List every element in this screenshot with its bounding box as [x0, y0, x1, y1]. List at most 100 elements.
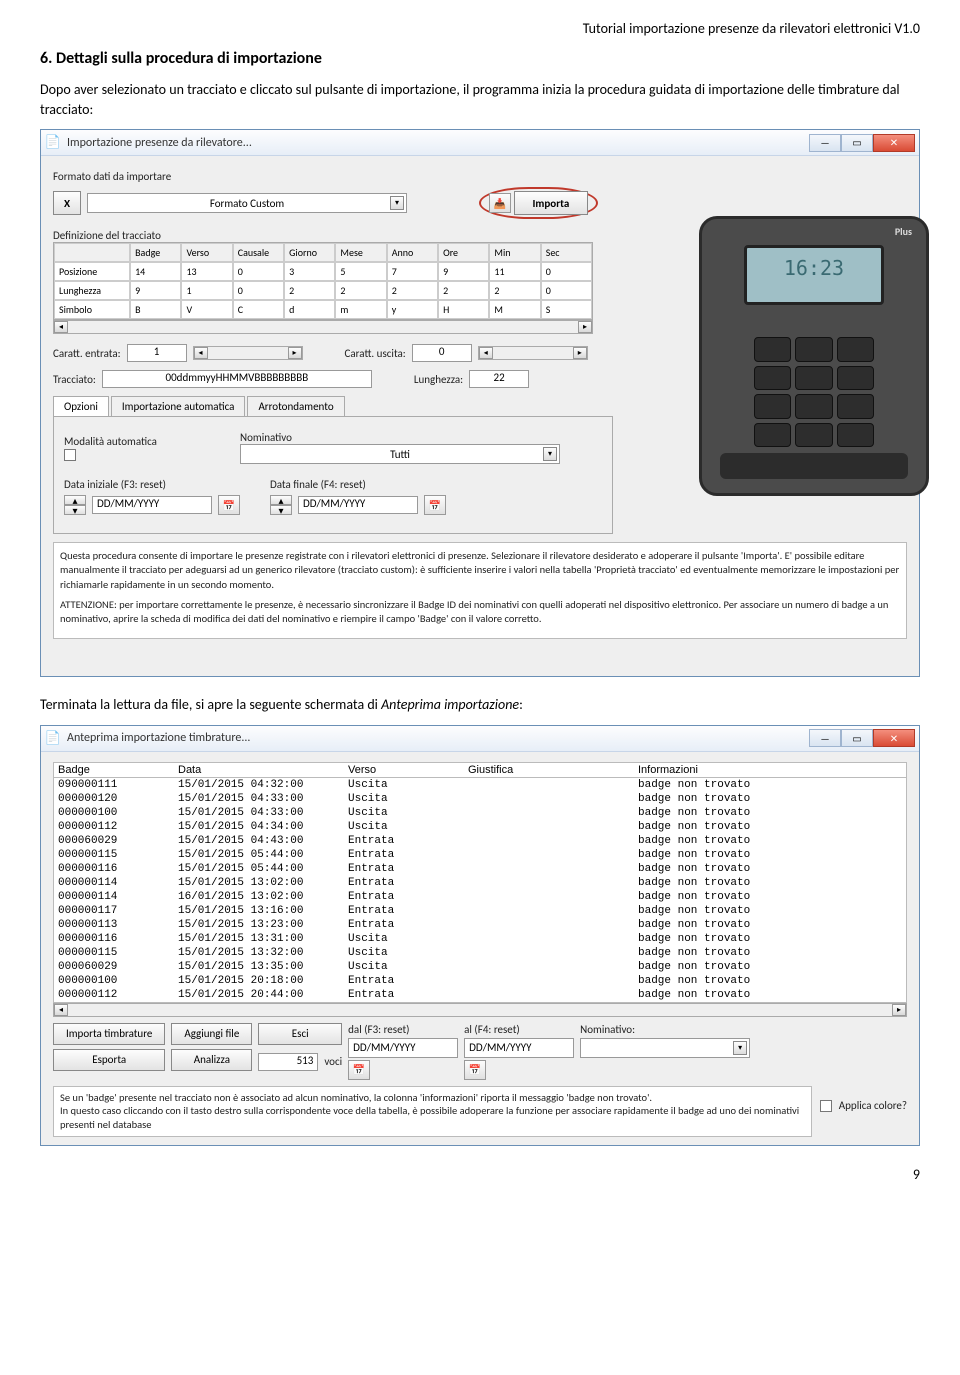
- data-finale-input[interactable]: DD/MM/YYYY: [298, 496, 418, 514]
- grid-cell[interactable]: 9: [438, 262, 489, 281]
- col-badge[interactable]: Badge: [54, 763, 174, 777]
- grid-cell[interactable]: B: [130, 300, 181, 319]
- spin-down-icon[interactable]: ▾: [270, 505, 292, 515]
- importa-timbrature-button[interactable]: Importa timbrature: [53, 1023, 165, 1045]
- table-row[interactable]: 00000011315/01/2015 13:23:00Entratabadge…: [54, 918, 906, 932]
- table-row[interactable]: 00000011215/01/2015 04:34:00Uscitabadge …: [54, 820, 906, 834]
- grid-cell[interactable]: S: [541, 300, 592, 319]
- minimize-button[interactable]: —: [809, 134, 841, 152]
- grid-cell[interactable]: 3: [284, 262, 335, 281]
- grid-cell[interactable]: C: [233, 300, 284, 319]
- grid-cell[interactable]: 2: [438, 281, 489, 300]
- grid-cell[interactable]: 5: [335, 262, 386, 281]
- minimize-button[interactable]: —: [809, 729, 841, 747]
- grid-cell[interactable]: 11: [489, 262, 540, 281]
- table-row[interactable]: 00000011416/01/2015 13:02:00Entratabadge…: [54, 890, 906, 904]
- tab-opzioni[interactable]: Opzioni: [53, 396, 109, 416]
- table-row[interactable]: 00000010015/01/2015 20:18:00Entratabadge…: [54, 974, 906, 988]
- nominativo-dropdown[interactable]: ▾: [580, 1038, 750, 1058]
- close-button[interactable]: ✕: [873, 729, 915, 747]
- data-iniziale-input[interactable]: DD/MM/YYYY: [92, 496, 212, 514]
- grid-cell[interactable]: 2: [489, 281, 540, 300]
- applica-colore-checkbox[interactable]: [820, 1100, 832, 1112]
- table-row[interactable]: 00000011515/01/2015 13:32:00Uscitabadge …: [54, 946, 906, 960]
- calendar-icon[interactable]: 📅: [348, 1060, 370, 1080]
- window-icon: 📄: [45, 135, 61, 151]
- table-cell: [464, 932, 634, 946]
- maximize-button[interactable]: ▭: [841, 729, 873, 747]
- tab-importazione-auto[interactable]: Importazione automatica: [111, 396, 246, 416]
- table-cell: badge non trovato: [634, 876, 906, 890]
- table-cell: 000000113: [54, 918, 174, 932]
- grid-cell[interactable]: y: [387, 300, 438, 319]
- scroll-right-icon[interactable]: ▸: [578, 321, 592, 333]
- esporta-button[interactable]: Esporta: [53, 1049, 165, 1071]
- esci-button[interactable]: Esci: [258, 1023, 342, 1045]
- uscita-scroll[interactable]: ◂▸: [478, 346, 588, 360]
- grid-cell[interactable]: 2: [284, 281, 335, 300]
- grid-cell[interactable]: M: [489, 300, 540, 319]
- col-giustifica[interactable]: Giustifica: [464, 763, 634, 777]
- caratt-uscita-input[interactable]: 0: [412, 344, 472, 362]
- table-row[interactable]: 00000011615/01/2015 13:31:00Uscitabadge …: [54, 932, 906, 946]
- table-row[interactable]: 00000012015/01/2015 04:33:00Uscitabadge …: [54, 792, 906, 806]
- table-cell: 15/01/2015 13:23:00: [174, 918, 344, 932]
- grid-cell[interactable]: 1: [181, 281, 232, 300]
- table-row[interactable]: 00000011715/01/2015 13:16:00Entratabadge…: [54, 904, 906, 918]
- tracciato-input[interactable]: 00ddmmyyHHMMVBBBBBBBBB: [102, 370, 372, 388]
- grid-cell[interactable]: m: [335, 300, 386, 319]
- col-data[interactable]: Data: [174, 763, 344, 777]
- table-row[interactable]: 00006002915/01/2015 13:35:00Uscitabadge …: [54, 960, 906, 974]
- grid-cell[interactable]: 0: [233, 281, 284, 300]
- grid-cell[interactable]: 7: [387, 262, 438, 281]
- table-hscroll[interactable]: ◂▸: [53, 1003, 907, 1017]
- grid-cell[interactable]: 0: [541, 281, 592, 300]
- grid-cell[interactable]: V: [181, 300, 232, 319]
- formato-dropdown[interactable]: Formato Custom ▾: [87, 193, 407, 213]
- aggiungi-file-button[interactable]: Aggiungi file: [171, 1023, 252, 1045]
- importa-button[interactable]: Importa: [514, 191, 589, 215]
- clear-format-button[interactable]: X: [53, 191, 81, 215]
- table-row[interactable]: 00000011515/01/2015 05:44:00Entratabadge…: [54, 848, 906, 862]
- nominativo-dropdown[interactable]: Tutti ▾: [240, 444, 560, 464]
- col-verso[interactable]: Verso: [344, 763, 464, 777]
- grid-cell[interactable]: 0: [541, 262, 592, 281]
- scroll-left-icon[interactable]: ◂: [54, 321, 68, 333]
- document-header: Tutorial importazione presenze da rileva…: [40, 20, 920, 37]
- table-row[interactable]: 09000011115/01/2015 04:32:00Uscitabadge …: [54, 778, 906, 792]
- entrata-scroll[interactable]: ◂▸: [193, 346, 303, 360]
- table-cell: Entrata: [344, 988, 464, 1002]
- data-iniziale-label: Data iniziale (F3: reset): [64, 478, 240, 491]
- grid-cell[interactable]: 0: [233, 262, 284, 281]
- scroll-right-icon[interactable]: ▸: [892, 1004, 906, 1016]
- grid-scrollbar[interactable]: ◂ ▸: [53, 320, 593, 334]
- table-row[interactable]: 00000011415/01/2015 13:02:00Entratabadge…: [54, 876, 906, 890]
- table-row[interactable]: 00000011615/01/2015 05:44:00Entratabadge…: [54, 862, 906, 876]
- dal-input[interactable]: DD/MM/YYYY: [348, 1038, 458, 1058]
- table-row[interactable]: 00006002915/01/2015 04:43:00Entratabadge…: [54, 834, 906, 848]
- grid-cell[interactable]: 14: [130, 262, 181, 281]
- grid-cell[interactable]: 9: [130, 281, 181, 300]
- spin-down-icon[interactable]: ▾: [64, 505, 86, 515]
- scroll-left-icon[interactable]: ◂: [54, 1004, 68, 1016]
- tab-arrotondamento[interactable]: Arrotondamento: [247, 396, 344, 416]
- table-row[interactable]: 00000010015/01/2015 04:33:00Uscitabadge …: [54, 806, 906, 820]
- grid-cell[interactable]: 2: [387, 281, 438, 300]
- grid-cell[interactable]: d: [284, 300, 335, 319]
- table-row[interactable]: 00000011215/01/2015 20:44:00Entratabadge…: [54, 988, 906, 1002]
- modalita-auto-checkbox[interactable]: [64, 449, 76, 461]
- calendar-icon[interactable]: 📅: [424, 495, 446, 515]
- analizza-button[interactable]: Analizza: [171, 1049, 252, 1071]
- lunghezza-input[interactable]: 22: [469, 370, 529, 388]
- chevron-down-icon: ▾: [543, 447, 557, 461]
- grid-cell[interactable]: H: [438, 300, 489, 319]
- grid-cell[interactable]: 2: [335, 281, 386, 300]
- calendar-icon[interactable]: 📅: [464, 1060, 486, 1080]
- caratt-entrata-input[interactable]: 1: [127, 344, 187, 362]
- col-informazioni[interactable]: Informazioni: [634, 763, 906, 777]
- calendar-icon[interactable]: 📅: [218, 495, 240, 515]
- grid-cell[interactable]: 13: [181, 262, 232, 281]
- close-button[interactable]: ✕: [873, 134, 915, 152]
- al-input[interactable]: DD/MM/YYYY: [464, 1038, 574, 1058]
- maximize-button[interactable]: ▭: [841, 134, 873, 152]
